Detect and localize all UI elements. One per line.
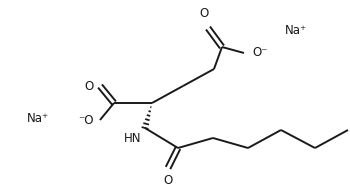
Text: ⁻O: ⁻O bbox=[78, 113, 94, 126]
Text: O: O bbox=[163, 174, 173, 187]
Text: O: O bbox=[199, 7, 209, 20]
Text: Na⁺: Na⁺ bbox=[27, 112, 49, 124]
Text: Na⁺: Na⁺ bbox=[285, 24, 307, 36]
Text: O: O bbox=[85, 80, 94, 92]
Text: HN: HN bbox=[124, 132, 141, 145]
Text: O⁻: O⁻ bbox=[252, 47, 267, 59]
